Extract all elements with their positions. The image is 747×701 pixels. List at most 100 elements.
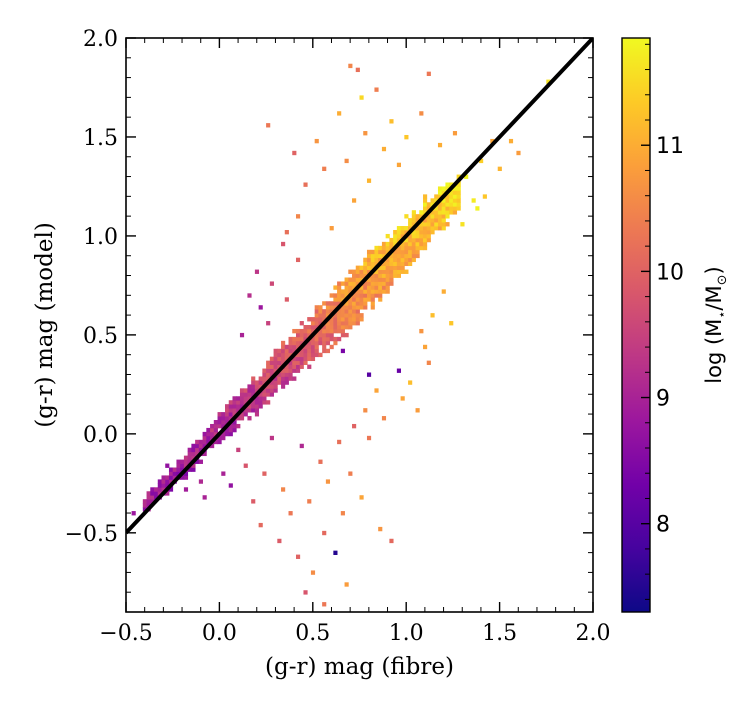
heatmap-bin [228, 416, 233, 421]
heatmap-bin [449, 190, 454, 195]
x-tick-label: 1.5 [482, 621, 517, 646]
heatmap-bin [378, 285, 383, 290]
heatmap-bin [378, 245, 383, 251]
heatmap-bin [370, 281, 375, 286]
heatmap-bin [277, 356, 282, 362]
heatmap-bin [423, 226, 428, 231]
heatmap-bin [318, 336, 323, 342]
heatmap-bin [404, 245, 409, 251]
heatmap-bin [389, 241, 394, 247]
heatmap-bin [352, 309, 357, 314]
heatmap-bin [161, 483, 166, 488]
heatmap-bin [337, 293, 342, 298]
heatmap-bin [352, 281, 357, 286]
heatmap-bin [295, 368, 301, 373]
heatmap-bin [157, 487, 162, 492]
heatmap-bin [374, 257, 379, 263]
heatmap-bin [150, 499, 155, 504]
heatmap-bin [183, 459, 189, 464]
heatmap-bin [340, 321, 345, 326]
heatmap-bin [310, 328, 316, 334]
heatmap-bin [210, 443, 215, 449]
heatmap-bin [374, 293, 379, 298]
heatmap-bin [262, 368, 267, 373]
heatmap-bin [352, 297, 357, 302]
x-axis-label: (g-r) mag (fibre) [265, 654, 454, 680]
heatmap-bin [269, 380, 274, 385]
heatmap-bin [154, 491, 159, 496]
heatmap-bin [363, 305, 368, 310]
heatmap-bin [374, 289, 379, 294]
heatmap-bin [303, 352, 308, 358]
heatmap-bin [269, 388, 274, 393]
heatmap-bin [385, 273, 390, 278]
heatmap-bin [400, 245, 405, 251]
heatmap-bin [344, 281, 349, 286]
heatmap-bin [228, 431, 233, 437]
heatmap-bin [239, 396, 245, 401]
x-axis: −0.5 0.0 0.5 1.0 1.5 2.0 [99, 38, 611, 646]
heatmap-bin [247, 384, 252, 389]
heatmap-bin [366, 178, 372, 183]
heatmap-bin [452, 206, 458, 211]
heatmap-bin [434, 218, 439, 223]
heatmap-bin [400, 249, 405, 255]
heatmap-bin [247, 392, 252, 397]
heatmap-bin [449, 194, 454, 199]
heatmap-bin [430, 226, 435, 231]
heatmap-bin [284, 364, 289, 369]
heatmap-bin [269, 360, 274, 365]
heatmap-bin [243, 388, 248, 393]
heatmap-bin [337, 309, 342, 314]
heatmap-bin [150, 491, 155, 496]
heatmap-bin [374, 277, 379, 282]
heatmap-bin [295, 554, 301, 559]
heatmap-bin [370, 297, 375, 302]
heatmap-bin [381, 249, 387, 255]
heatmap-bin [325, 309, 331, 314]
heatmap-bin [546, 79, 551, 84]
heatmap-bin [318, 352, 323, 358]
heatmap-bin [191, 467, 196, 472]
heatmap-bin [385, 265, 390, 270]
heatmap-bin [393, 269, 398, 274]
heatmap-bin [254, 380, 260, 385]
heatmap-bin [303, 590, 308, 595]
heatmap-bin [325, 340, 331, 346]
heatmap-bin [310, 352, 316, 358]
heatmap-bin [273, 384, 278, 389]
heatmap-bin [266, 388, 271, 393]
heatmap-bin [198, 447, 203, 453]
heatmap-bin [441, 206, 446, 211]
heatmap-bin [352, 198, 357, 203]
heatmap-bin [146, 495, 151, 500]
heatmap-bin [243, 412, 248, 417]
colorbar-label-star: ⋆ [715, 311, 730, 319]
heatmap-bin [213, 439, 218, 445]
x-tick-label: 0.0 [202, 621, 237, 646]
heatmap-bin [396, 226, 401, 231]
heatmap-bin [168, 475, 174, 480]
heatmap-bin [318, 309, 323, 314]
heatmap-bin [396, 269, 401, 274]
heatmap-bin [445, 186, 450, 191]
heatmap-bin [408, 245, 413, 251]
heatmap-bin [266, 368, 271, 373]
heatmap-bin [288, 376, 293, 381]
colorbar-label-sun: ⊙ [715, 274, 730, 285]
heatmap-bin [225, 420, 230, 425]
heatmap-bin [254, 412, 260, 417]
heatmap-bin [307, 332, 312, 338]
heatmap-bin [352, 293, 357, 298]
heatmap-bin [337, 439, 342, 445]
heatmap-bin [419, 214, 424, 219]
heatmap-bin [426, 360, 431, 365]
heatmap-bin [172, 471, 177, 476]
heatmap-bin [393, 265, 398, 270]
heatmap-bin [284, 380, 289, 385]
heatmap-bin [225, 408, 230, 413]
heatmap-bin [464, 174, 469, 179]
heatmap-bin [288, 360, 293, 365]
heatmap-bin [277, 380, 282, 385]
heatmap-bin [340, 281, 345, 286]
